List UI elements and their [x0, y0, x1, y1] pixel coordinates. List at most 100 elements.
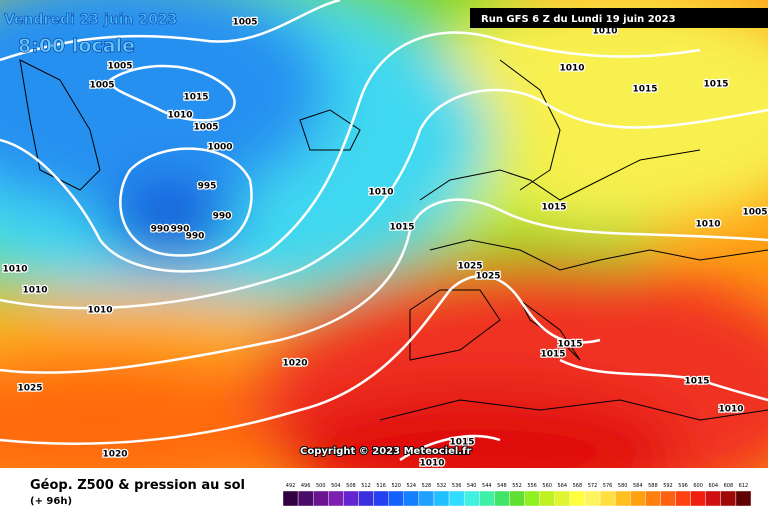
- isobar-label: 1010: [167, 111, 192, 121]
- isobar-label: 995: [198, 182, 217, 192]
- scale-swatch: [705, 490, 722, 507]
- isobar-label: 1025: [17, 384, 42, 394]
- scale-swatch: [418, 490, 435, 507]
- scale-label: 600: [693, 483, 703, 489]
- scale-swatch: [328, 490, 344, 507]
- isobar-label: 1010: [695, 220, 720, 230]
- isobar-label: 1015: [389, 223, 414, 233]
- isobar-label: 1020: [282, 359, 307, 369]
- isobar-label: 990: [151, 225, 170, 235]
- scale-label: 572: [588, 483, 598, 489]
- scale-label: 492: [286, 483, 296, 489]
- scale-swatch: [569, 490, 586, 507]
- isobar-label: 1005: [232, 18, 257, 28]
- scale-swatch: [524, 490, 540, 507]
- isobar-label: 1015: [703, 80, 728, 90]
- scale-swatch: [645, 490, 661, 507]
- scale-swatch: [735, 490, 752, 507]
- isobar-label: 1005: [193, 123, 218, 133]
- scale-label: 556: [527, 483, 537, 489]
- map-time: 8:00 locale: [18, 35, 135, 57]
- isobar-label: 1020: [102, 450, 127, 460]
- scale-label: 500: [316, 483, 326, 489]
- isobar-label: 1015: [540, 350, 565, 360]
- scale-label: 548: [497, 483, 507, 489]
- isobar-label: 1010: [22, 286, 47, 296]
- isobar-label: 1015: [449, 438, 474, 448]
- copyright: Copyright © 2023 Meteociel.fr: [300, 446, 471, 457]
- scale-label: 496: [301, 483, 311, 489]
- scale-label: 520: [391, 483, 401, 489]
- map-date: Vendredi 23 juin 2023: [4, 12, 177, 28]
- isobar-label: 1010: [592, 27, 617, 37]
- isobar-label: 1010: [2, 265, 27, 275]
- isobar-label: 1010: [419, 459, 444, 469]
- isobar-label: 990: [186, 232, 205, 242]
- isobar-label: 1000: [207, 143, 232, 153]
- scale-label: 564: [558, 483, 568, 489]
- scale-label: 576: [603, 483, 613, 489]
- coastlines: [19, 59, 768, 421]
- scale-swatch: [660, 490, 676, 507]
- scale-swatch: [433, 490, 450, 507]
- scale-label: 508: [346, 483, 356, 489]
- scale-label: 512: [361, 483, 371, 489]
- scale-label: 568: [573, 483, 583, 489]
- scale-label: 604: [708, 483, 718, 489]
- legend-title: Géop. Z500 & pression au sol: [30, 478, 245, 493]
- scale-label: 608: [724, 483, 734, 489]
- scale-label: 592: [663, 483, 673, 489]
- color-scale: 492 496 500 504 508 512 516 520 524 528 532 536 540 5…: [282, 483, 752, 507]
- scale-label: 552: [512, 483, 522, 489]
- isobar-label: 990: [213, 212, 232, 222]
- isobars: [0, 0, 768, 462]
- scale-swatch: [463, 490, 480, 507]
- scale-swatch: [494, 490, 510, 507]
- legend-subtitle: (+ 96h): [30, 496, 72, 507]
- scale-label: 580: [618, 483, 628, 489]
- scale-swatch: [448, 490, 465, 507]
- isobar-label: 1015: [541, 203, 566, 213]
- scale-label: 540: [467, 483, 477, 489]
- scale-swatch: [614, 490, 631, 507]
- isobar-label: 990: [171, 225, 190, 235]
- scale-label: 612: [739, 483, 749, 489]
- isobar-label: 1010: [87, 306, 112, 316]
- scale-label: 504: [331, 483, 341, 489]
- scale-swatch: [554, 490, 571, 507]
- scale-swatch: [373, 490, 389, 507]
- isobar-label: 1015: [632, 85, 657, 95]
- scale-label: 524: [407, 483, 417, 489]
- isobar-label: 1015: [183, 93, 208, 103]
- isobar-label: 1015: [557, 340, 582, 350]
- scale-label: 536: [452, 483, 462, 489]
- scale-swatch: [343, 490, 359, 507]
- scale-label: 584: [633, 483, 643, 489]
- scale-label: 532: [437, 483, 447, 489]
- scale-swatch: [403, 490, 420, 507]
- scale-swatch: [388, 490, 404, 507]
- run-info: Run GFS 6 Z du Lundi 19 juin 2023: [481, 14, 676, 25]
- isobar-label: 1015: [684, 377, 709, 387]
- isobar-label: 1010: [559, 64, 584, 74]
- run-box: [470, 8, 768, 28]
- scale-swatch: [509, 490, 525, 507]
- isobar-label: 1025: [457, 262, 482, 272]
- isobar-label: 1005: [107, 62, 132, 72]
- isobar-label: 1005: [89, 81, 114, 91]
- scale-swatch: [282, 490, 299, 507]
- scale-label: 544: [482, 483, 492, 489]
- scale-swatch: [584, 490, 601, 507]
- scale-swatch: [358, 490, 374, 507]
- isobar-label: 1005: [742, 208, 767, 218]
- isobar-label: 1010: [368, 188, 393, 198]
- scale-swatch: [720, 490, 737, 507]
- scale-label: 588: [648, 483, 658, 489]
- scale-swatch: [312, 490, 329, 507]
- isobar-label: 1025: [475, 272, 500, 282]
- scale-label: 516: [376, 483, 386, 489]
- scale-label: 528: [422, 483, 432, 489]
- scale-swatch: [479, 490, 495, 507]
